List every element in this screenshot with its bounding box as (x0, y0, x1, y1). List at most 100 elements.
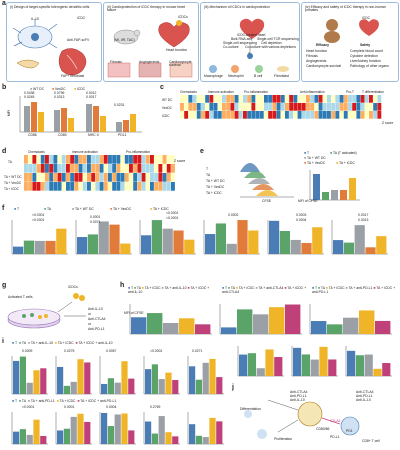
heatmap-cell (36, 164, 41, 173)
e-legend-ta: ■ TA (T activated) (330, 151, 357, 155)
mouse-heart-illustration (107, 20, 193, 78)
label-cm-survival: Cardiomyocyte survival (169, 60, 192, 68)
heatmap-cell (297, 95, 302, 103)
bar (77, 359, 84, 394)
bar (333, 240, 344, 254)
heatmap-cell (70, 155, 75, 164)
g-label-or-1: or (88, 312, 92, 316)
heatmap-cell (154, 173, 159, 182)
heatmap-cell (162, 173, 167, 182)
bar (343, 317, 359, 334)
heatmap-cell (137, 164, 142, 173)
dendritic-cell-illustration (12, 19, 87, 76)
g-dish-illustration (7, 293, 86, 329)
bar (33, 370, 40, 394)
heatmap-cell (364, 95, 369, 103)
heatmap-cell (276, 95, 281, 103)
panel-letter-h: h (120, 282, 125, 289)
heatmap-cell (87, 155, 91, 164)
heatmap-cell (36, 155, 41, 164)
bar (26, 434, 33, 444)
bar (216, 421, 223, 444)
label-fap-fibroblast: FAP+ fibroblast (61, 74, 85, 78)
heatmap-cell (158, 155, 163, 164)
heatmap-cell (141, 173, 146, 182)
heatmap-cell (82, 155, 87, 164)
c-title-tdiff: T differentiation (362, 90, 384, 94)
bar (151, 433, 158, 444)
label-sc-tcr: Single-cell TCR sequencing (257, 37, 299, 41)
f-pval-5: <0.0001 (166, 211, 179, 215)
bar (151, 364, 158, 394)
heatmap-cell (150, 182, 154, 191)
bar (63, 385, 70, 394)
f-pval-4: 0.0071 (90, 220, 101, 224)
heatmap-cell (36, 173, 41, 182)
heatmap-cell (61, 155, 66, 164)
h-legend-a: ■ T ■ TA ■ TA + iCDC ■ TA + anti-IL-10 ■… (128, 286, 210, 295)
heatmap-cell (188, 111, 193, 119)
panel-a-box-iv: (iv) Efficacy and safety of iCDC therapy… (301, 2, 399, 82)
heatmap-cell (352, 111, 357, 119)
b-cat-cd80: CD80 (58, 133, 67, 137)
bar (101, 383, 108, 394)
panel-b-bar-chart: MFI (7, 96, 142, 133)
heatmap-cell (247, 103, 252, 111)
label-neutrophil: Neutrophil (228, 74, 244, 78)
heatmap-cell (49, 155, 54, 164)
bar (173, 230, 184, 254)
heatmap-cell (32, 173, 37, 182)
i-legend: ■ T ■ TA ■ TA + anti-IL-10 ■ TA + iCDC ■… (12, 341, 113, 345)
bar (145, 421, 152, 444)
heatmap-cell (331, 111, 336, 119)
bar (45, 240, 56, 254)
heatmap-cell (343, 95, 348, 103)
heatmap-cell (129, 173, 133, 182)
heatmap-cell (255, 95, 260, 103)
heatmap-cell (70, 182, 75, 191)
e-histograms (240, 163, 294, 198)
heatmap-cell (297, 103, 302, 111)
heatmap-cell (120, 173, 125, 182)
f-legend-t: ■ T (14, 207, 20, 211)
heatmap-cell (28, 182, 33, 191)
heatmap-cell (133, 155, 138, 164)
heatmap-cell (171, 155, 175, 164)
heatmap-cell (343, 111, 348, 119)
heatmap-cell (24, 173, 28, 182)
bar (57, 366, 64, 394)
f-pval-1: <0.0001 (32, 213, 45, 217)
heatmap-cell (145, 173, 150, 182)
heatmap-cell (339, 95, 344, 103)
heatmap-cell (91, 164, 96, 173)
heatmap-cell (116, 182, 121, 191)
i-pval-9: 0.2769 (150, 405, 161, 409)
bar (202, 362, 209, 394)
bar (355, 355, 364, 376)
heatmap-cell (74, 182, 79, 191)
heatmap-cell (74, 173, 79, 182)
panel-letter-j: j (232, 384, 234, 391)
heatmap-cell (339, 111, 344, 119)
heatmap-cell (205, 95, 210, 103)
heatmap-cell (306, 95, 310, 103)
bar (26, 382, 33, 394)
bar (114, 414, 121, 444)
heatmap-cell (226, 95, 231, 103)
c-title-proinf: Pro-inflammation (244, 90, 269, 94)
heatmap-cell (180, 103, 184, 111)
e-legend-t: ■ T (304, 151, 310, 155)
heatmap-cell (230, 95, 235, 103)
heatmap-cell (108, 182, 112, 191)
heatmap-cell (24, 164, 28, 173)
heatmap-cell (343, 103, 348, 111)
panel-a-box-ii: (ii) Cardioprotection of iCDC therapy in… (103, 2, 199, 82)
heatmap-cell (377, 103, 382, 111)
heatmap-cell (166, 164, 171, 173)
bar (237, 220, 248, 254)
panel-letter-f: f (2, 205, 5, 212)
heatmap-cell (120, 182, 125, 191)
heatmap-cell (124, 182, 129, 191)
heatmap-cell (53, 164, 58, 173)
b-pval-5: 0.0313 (54, 95, 65, 99)
